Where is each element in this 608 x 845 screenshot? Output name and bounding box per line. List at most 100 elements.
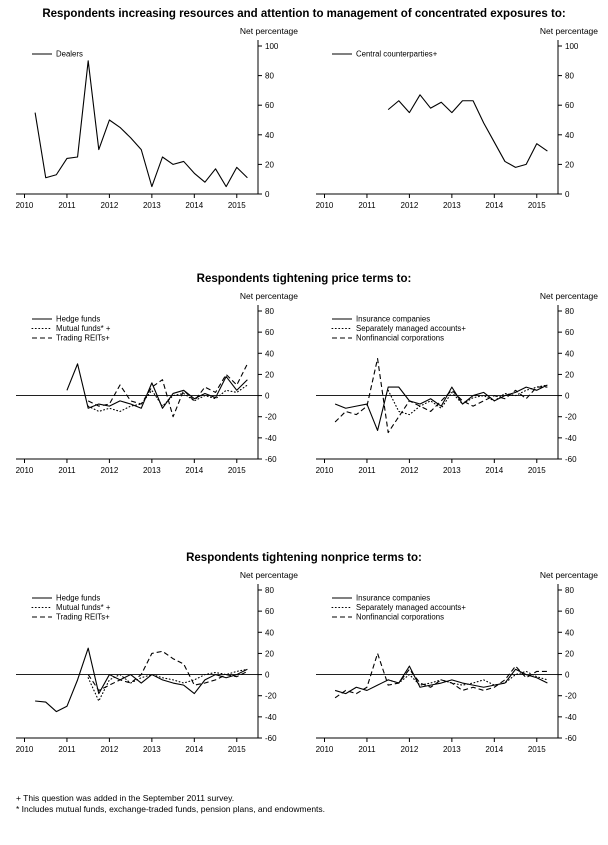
x-tick-label: 2015 <box>528 466 546 475</box>
series-line-nonfinancial-corporations <box>334 652 548 699</box>
section-title-nonprice-terms: Respondents tightening nonprice terms to… <box>186 552 422 564</box>
y-tick-label: 40 <box>565 628 574 637</box>
chart-panel-price-terms-funds: Net percentage -60 -40 -20 0 20 40 60 80 2010 2011… <box>6 287 302 492</box>
y-tick-label: 40 <box>565 349 574 358</box>
y-axis-label: Net percentage <box>540 291 598 301</box>
x-tick-label: 2012 <box>101 466 119 475</box>
x-tick-label: 2012 <box>401 201 419 210</box>
chart-panel-nonprice-terms-funds: Net percentage -60 -40 -20 0 20 40 60 80 2010 2011… <box>6 566 302 771</box>
y-tick-label: 20 <box>265 370 274 379</box>
chart-row-1: Net percentage 0 20 40 60 80 100 2010 2011 2012 20… <box>0 22 608 227</box>
y-tick-label: 80 <box>265 586 274 595</box>
series-line-separately-managed-accounts <box>387 670 548 686</box>
x-tick-label: 2015 <box>228 201 246 210</box>
series-line-separately-managed-accounts <box>387 384 548 416</box>
x-tick-label: 2013 <box>443 466 461 475</box>
y-tick-label: -40 <box>565 434 577 443</box>
x-tick-label: 2010 <box>316 466 334 475</box>
x-tick-label: 2014 <box>485 466 503 475</box>
x-tick-label: 2011 <box>358 466 376 475</box>
x-tick-label: 2011 <box>58 201 76 210</box>
y-tick-label: 20 <box>565 649 574 658</box>
y-tick-label: 0 <box>565 671 570 680</box>
x-tick-label: 2012 <box>401 745 419 754</box>
y-tick-label: 60 <box>565 607 574 616</box>
chart-svg: Net percentage -60 -40 -20 0 20 40 60 80 2010 2011… <box>16 291 299 475</box>
chart-panel-nonprice-terms-institutions: Net percentage -60 -40 -20 0 20 40 60 80 2010 2011… <box>306 566 602 771</box>
series-line-mutual-funds <box>87 668 248 702</box>
y-tick-label: -60 <box>265 734 277 743</box>
x-tick-label: 2015 <box>528 201 546 210</box>
x-tick-label: 2011 <box>58 466 76 475</box>
series-line-trading-reits <box>87 363 248 418</box>
x-tick-label: 2015 <box>228 745 246 754</box>
y-tick-label: 20 <box>265 649 274 658</box>
x-tick-label: 2011 <box>358 201 376 210</box>
series-line-central-counterparties <box>387 94 548 168</box>
y-tick-label: 0 <box>265 671 270 680</box>
y-tick-label: -40 <box>565 713 577 722</box>
y-tick-label: -60 <box>565 455 577 464</box>
legend-label-mutual-funds: Mutual funds* + <box>56 324 111 333</box>
y-tick-label: 40 <box>565 131 574 140</box>
legend-label-insurance-companies: Insurance companies <box>356 315 430 324</box>
legend-label-mutual-funds: Mutual funds* + <box>56 603 111 612</box>
x-tick-label: 2014 <box>185 201 203 210</box>
x-tick-label: 2011 <box>358 745 376 754</box>
x-tick-label: 2010 <box>316 201 334 210</box>
y-tick-label: 80 <box>565 307 574 316</box>
y-tick-label: 80 <box>565 72 574 81</box>
series-line-insurance-companies <box>334 384 548 432</box>
legend-label-nonfinancial-corporations: Nonfinancial corporations <box>356 334 444 343</box>
legend-label-central-counterparties: Central counterparties+ <box>356 50 438 59</box>
chart-row-2: Net percentage -60 -40 -20 0 20 40 60 80 2010 2011… <box>0 287 608 492</box>
y-axis-label: Net percentage <box>240 291 298 301</box>
legend-label-trading-reits: Trading REITs+ <box>56 334 110 343</box>
x-tick-label: 2014 <box>485 201 503 210</box>
series-line-mutual-funds <box>87 384 248 412</box>
y-tick-label: 0 <box>265 392 270 401</box>
legend-label-separately-managed-accounts: Separately managed accounts+ <box>356 603 466 612</box>
series-line-dealers <box>34 60 248 188</box>
y-tick-label: 60 <box>265 328 274 337</box>
chart-svg: Net percentage -60 -40 -20 0 20 40 60 80 2010 2011… <box>316 291 599 475</box>
x-tick-label: 2010 <box>16 466 34 475</box>
x-tick-label: 2013 <box>143 745 161 754</box>
y-tick-label: 40 <box>265 131 274 140</box>
y-tick-label: -60 <box>265 455 277 464</box>
x-tick-label: 2015 <box>228 466 246 475</box>
x-tick-label: 2012 <box>101 745 119 754</box>
y-axis-label: Net percentage <box>240 26 298 36</box>
y-tick-label: 60 <box>565 328 574 337</box>
y-tick-label: 0 <box>565 392 570 401</box>
y-axis-label: Net percentage <box>240 570 298 580</box>
chart-row-3: Net percentage -60 -40 -20 0 20 40 60 80 2010 2011… <box>0 566 608 771</box>
series-line-insurance-companies <box>334 665 548 695</box>
y-tick-label: -40 <box>265 713 277 722</box>
y-tick-label: 60 <box>565 101 574 110</box>
chart-panel-price-terms-institutions: Net percentage -60 -40 -20 0 20 40 60 80 2010 2011… <box>306 287 602 492</box>
x-tick-label: 2010 <box>316 745 334 754</box>
x-tick-label: 2015 <box>528 745 546 754</box>
legend: Central counterparties+ <box>332 50 438 59</box>
x-tick-label: 2013 <box>443 201 461 210</box>
footnote-asterisk: * Includes mutual funds, exchange-traded… <box>16 804 326 814</box>
y-tick-label: 80 <box>565 586 574 595</box>
y-tick-label: 20 <box>565 370 574 379</box>
x-tick-label: 2013 <box>143 466 161 475</box>
y-tick-label: 40 <box>265 628 274 637</box>
y-tick-label: 0 <box>265 190 270 199</box>
x-tick-label: 2013 <box>143 201 161 210</box>
chart-svg: Net percentage 0 20 40 60 80 100 2010 2011 2012 20… <box>16 26 299 210</box>
x-tick-label: 2010 <box>16 201 34 210</box>
series-line-trading-reits <box>87 650 248 691</box>
legend-label-separately-managed-accounts: Separately managed accounts+ <box>356 324 466 333</box>
x-tick-label: 2013 <box>443 745 461 754</box>
chart-svg: Net percentage 0 20 40 60 80 100 2010 2011 2012 20… <box>316 26 599 210</box>
y-tick-label: -20 <box>265 413 277 422</box>
y-tick-label: -20 <box>265 692 277 701</box>
